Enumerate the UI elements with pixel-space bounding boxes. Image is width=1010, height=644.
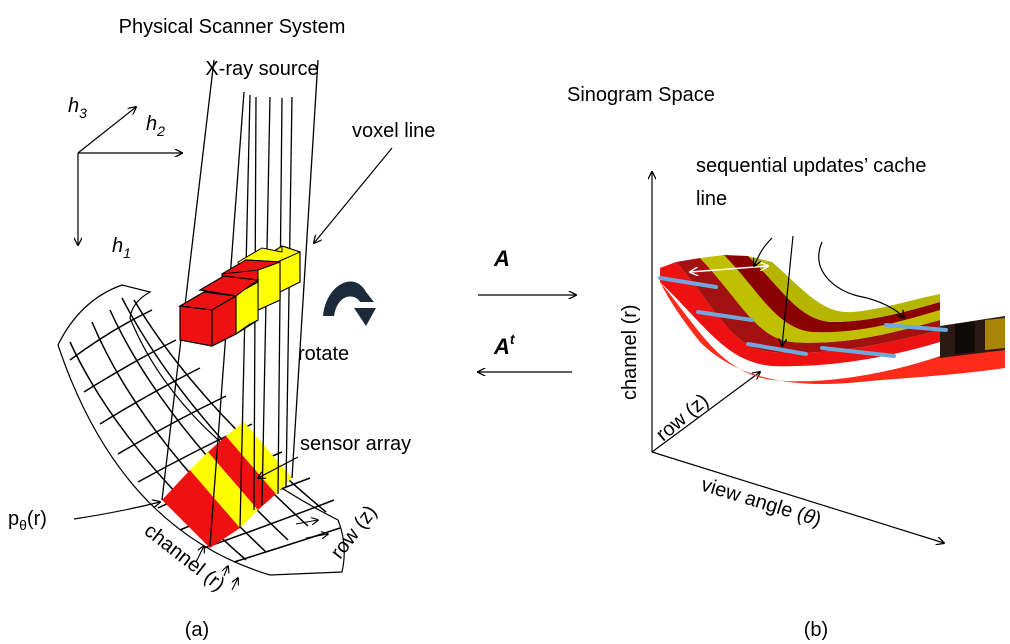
grid-tick-arrows: [195, 520, 328, 591]
sensor-cell-red-2: [208, 436, 276, 510]
forward-operator: A: [493, 246, 510, 271]
operators: A At: [478, 246, 576, 372]
projection-label: pθ(r): [8, 508, 47, 533]
sinogram-title: Sinogram Space: [567, 84, 715, 106]
row-axis: [651, 372, 760, 453]
rotate-label: rotate: [298, 343, 349, 365]
sinogram-panel: Sinogram Space sequential updates’ cache…: [567, 84, 1005, 641]
voxel-line-pointer: [314, 147, 393, 243]
voxel-line: [178, 245, 302, 347]
axis-h1-label: h1: [112, 235, 131, 261]
physical-scanner-panel: Physical Scanner System X-ray source h3 …: [8, 16, 435, 641]
sinogram-surface: [660, 255, 1005, 384]
row-axis-label: row (z): [652, 390, 713, 446]
coordinate-axes: h3 h2 h1: [68, 95, 182, 261]
xray-source-label: X-ray source: [205, 58, 318, 80]
view-angle-axis-label: view angle (θ): [699, 474, 824, 531]
caption-b: (b): [804, 619, 828, 641]
axis-h3-label: h3: [68, 95, 87, 121]
sensor-array-label: sensor array: [300, 433, 411, 455]
cache-line-5: [884, 323, 948, 332]
axis-h3-arrow: [77, 107, 136, 154]
sensor-cell-red-1: [162, 470, 240, 548]
projection-pointer: [73, 502, 160, 520]
cache-line-2: [696, 310, 754, 322]
cache-line-1: [658, 276, 718, 289]
cache-lines: [658, 276, 948, 358]
detector-grid: [57, 284, 345, 576]
cache-label-line2: line: [696, 188, 727, 210]
sensor-array-pointer: [258, 456, 299, 478]
channel-axis-label: channel (r): [619, 304, 641, 400]
cache-line-4: [820, 346, 896, 358]
voxel-line-label: voxel line: [352, 120, 435, 142]
scanner-title: Physical Scanner System: [119, 16, 346, 38]
view-angle-axis: [651, 451, 944, 543]
back-operator: At: [493, 331, 516, 359]
cache-pointers: [754, 235, 904, 346]
caption-a: (a): [185, 619, 209, 641]
axis-h2-label: h2: [146, 113, 165, 139]
cache-line-3: [746, 342, 808, 356]
rotate-arrow-icon: [323, 281, 376, 326]
cache-label-line1: sequential updates’ cache: [696, 155, 927, 177]
